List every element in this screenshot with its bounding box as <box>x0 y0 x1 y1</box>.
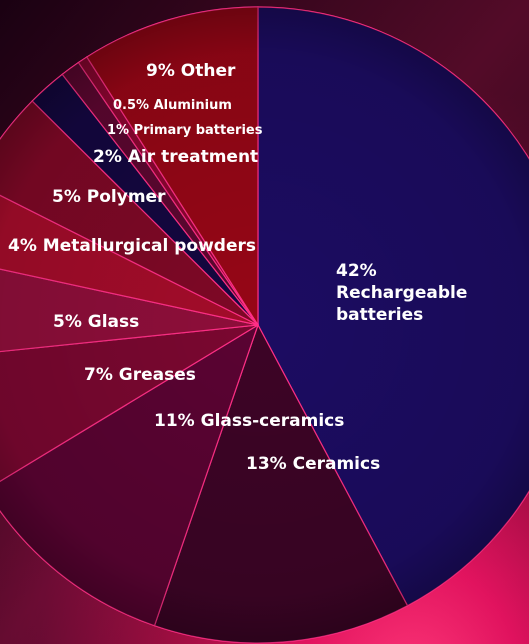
pie-labels: 42% Rechargeable batteries 13% Ceramics 11% … <box>8 61 467 474</box>
slice-label-air-treatment: 2% Air treatment <box>93 147 258 167</box>
slice-label-line: 2% Air treatment <box>93 147 258 167</box>
slice-label-glass-ceramics: 11% Glass-ceramics <box>154 411 344 431</box>
slice-label-line: 9% Other <box>146 61 236 81</box>
slice-label-line: 5% Glass <box>53 312 139 332</box>
slice-label-line: 4% Metallurgical powders <box>8 236 256 256</box>
slice-label-polymer: 5% Polymer <box>52 187 166 207</box>
slice-label-line: 7% Greases <box>84 365 196 385</box>
slice-label-line: 1% Primary batteries <box>107 123 263 138</box>
slice-label-line: 42% <box>336 261 377 281</box>
slice-label-line: 0.5% Aluminium <box>113 98 232 113</box>
slice-label-aluminium: 0.5% Aluminium <box>113 98 232 113</box>
slice-label-rechargeable-batteries: 42% Rechargeable batteries <box>336 261 467 325</box>
slice-label-ceramics: 13% Ceramics <box>246 454 380 474</box>
slice-label-line: Rechargeable <box>336 283 467 303</box>
slice-label-greases: 7% Greases <box>84 365 196 385</box>
slice-label-metallurgical-powders: 4% Metallurgical powders <box>8 236 256 256</box>
slice-label-line: 5% Polymer <box>52 187 166 207</box>
slice-label-line: 11% Glass-ceramics <box>154 411 344 431</box>
slice-label-glass: 5% Glass <box>53 312 139 332</box>
slice-label-other: 9% Other <box>146 61 236 81</box>
slice-label-primary-batteries: 1% Primary batteries <box>107 123 263 138</box>
slice-label-line: 13% Ceramics <box>246 454 380 474</box>
slice-label-line: batteries <box>336 305 423 325</box>
